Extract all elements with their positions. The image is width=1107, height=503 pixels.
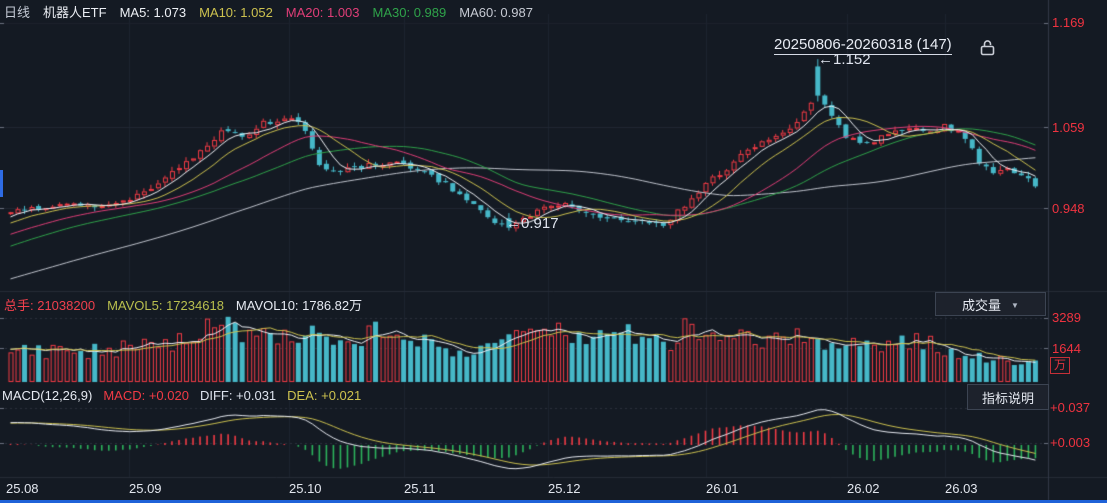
- total-volume-value: 总手: 21038200: [4, 298, 96, 313]
- mavol5-value: MAVOL5: 17234618: [107, 298, 224, 313]
- volume-header: 总手: 21038200 MAVOL5: 17234618 MAVOL10: 1…: [4, 295, 362, 314]
- period-label: 日线: [4, 5, 31, 20]
- volume-axis-label-high: 3289: [1052, 310, 1081, 325]
- bottom-edge-bar: [0, 500, 1107, 503]
- dea-value: DEA: +0.021: [287, 388, 362, 403]
- x-axis-label: 25.11: [404, 481, 436, 496]
- macd-value: MACD: +0.020: [103, 388, 189, 403]
- diff-value: DIFF: +0.031: [199, 388, 277, 403]
- left-edge-marker: [0, 170, 3, 197]
- x-axis-label: 26.01: [706, 481, 739, 496]
- trough-price-annotation: ←0.917: [506, 215, 559, 232]
- unlock-icon[interactable]: [980, 39, 995, 61]
- x-axis-label: 26.02: [847, 481, 880, 496]
- macd-axis-label-low: +0.003: [1050, 435, 1091, 450]
- price-axis-label-low: 0.948: [1052, 201, 1085, 216]
- symbol-label: 机器人ETF: [43, 5, 107, 20]
- ma5-value: MA5: 1.073: [119, 5, 187, 20]
- peak-price-annotation: ←1.152: [818, 51, 871, 68]
- macd-axis-label-high: +0.037: [1050, 400, 1091, 415]
- chevron-down-icon: ▼: [1011, 300, 1019, 310]
- indicator-help-label: 指标说明: [981, 390, 1034, 406]
- volume-dropdown-label: 成交量: [962, 297, 1002, 313]
- x-axis-label: 25.12: [548, 481, 581, 496]
- macd-title: MACD(12,26,9): [2, 388, 93, 403]
- macd-header: MACD(12,26,9) MACD: +0.020 DIFF: +0.031 …: [2, 388, 361, 403]
- ma10-value: MA10: 1.052: [199, 5, 273, 20]
- volume-axis-label-mid: 1644: [1052, 341, 1081, 356]
- price-axis-label-mid: 1.059: [1052, 120, 1085, 135]
- chart-header: 日线 机器人ETF MA5: 1.073 MA10: 1.052 MA20: 1…: [4, 2, 533, 21]
- ma60-value: MA60: 0.987: [459, 5, 533, 20]
- x-axis-label: 25.10: [289, 481, 322, 496]
- x-axis-label: 26.03: [945, 481, 978, 496]
- x-axis-label: 25.08: [6, 481, 39, 496]
- ma20-value: MA20: 1.003: [285, 5, 360, 20]
- date-range-selector[interactable]: 20250806-20260318 (147): [774, 36, 952, 55]
- volume-unit-badge: 万: [1050, 357, 1071, 374]
- x-axis: 25.08 25.09 25.10 25.11 25.12 26.01 26.02 26.03: [0, 481, 1107, 499]
- price-axis-label-high: 1.169: [1052, 15, 1085, 30]
- ma30-value: MA30: 0.989: [372, 5, 447, 20]
- mavol10-value: MAVOL10: 1786.82万: [235, 298, 363, 313]
- volume-indicator-dropdown[interactable]: 成交量 ▼: [935, 292, 1046, 316]
- x-axis-label: 25.09: [129, 481, 162, 496]
- indicator-help-button[interactable]: 指标说明: [967, 384, 1049, 410]
